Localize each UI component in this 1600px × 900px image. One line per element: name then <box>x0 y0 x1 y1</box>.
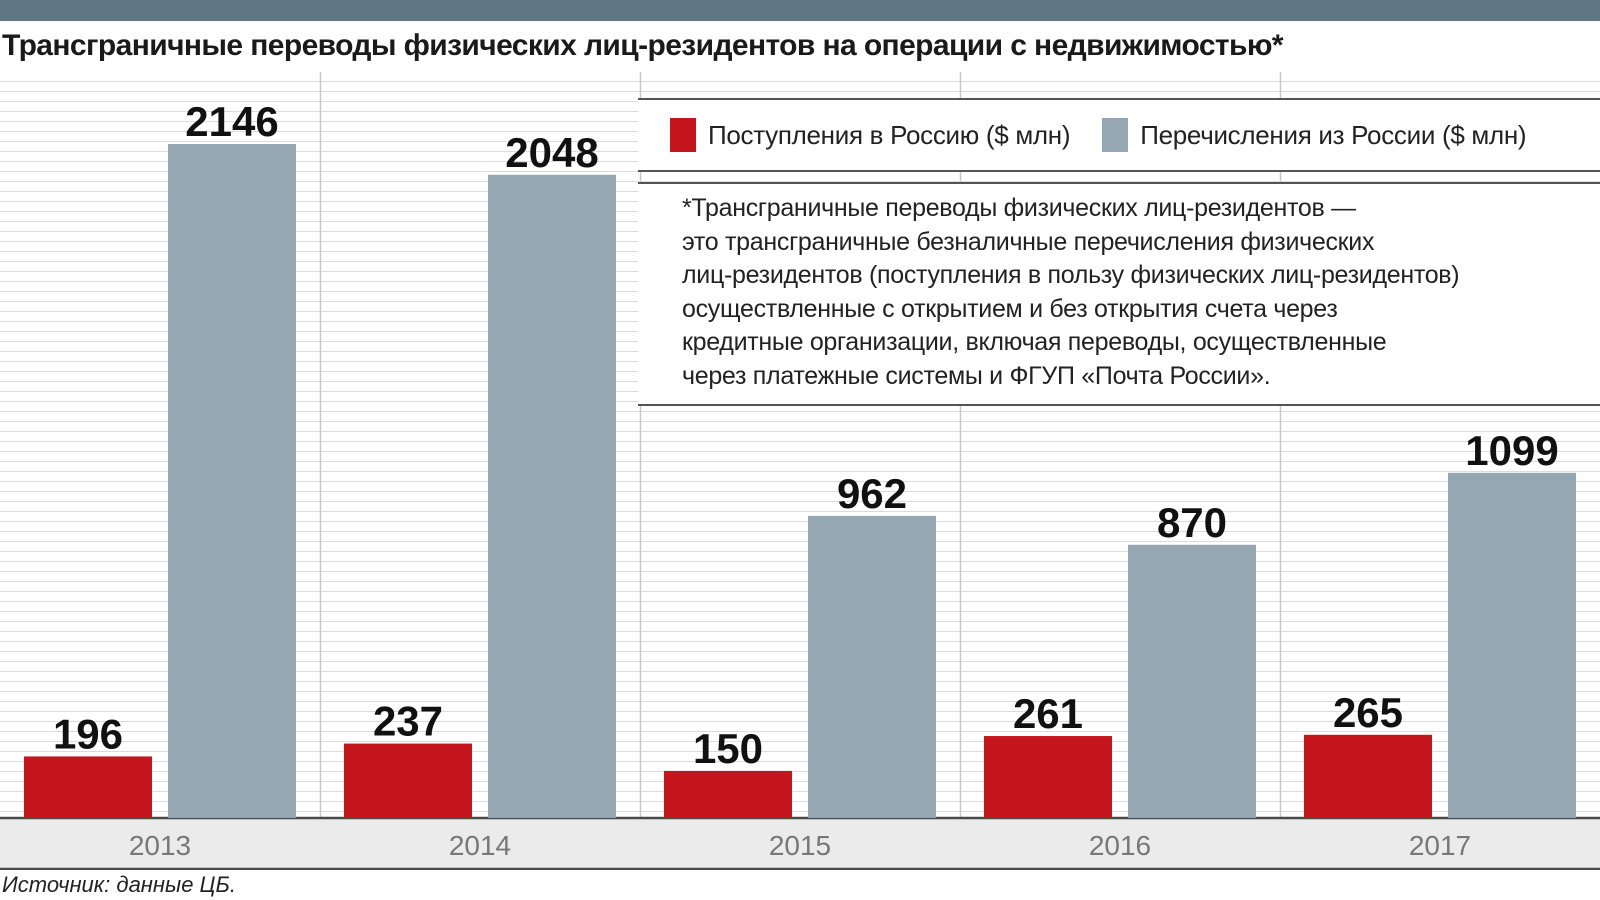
data-label: 870 <box>1157 499 1227 546</box>
bar-2014-inflow <box>344 743 472 818</box>
bar-2015-inflow <box>664 770 792 818</box>
data-label: 265 <box>1333 689 1403 736</box>
data-label: 261 <box>1013 690 1083 737</box>
bar-2017-outflow <box>1448 472 1576 818</box>
category-label: 2017 <box>1409 830 1471 861</box>
category-label: 2014 <box>449 830 511 861</box>
legend-swatch-outflow <box>1102 118 1129 152</box>
data-label: 1099 <box>1465 427 1558 474</box>
data-label: 196 <box>53 710 123 757</box>
data-label: 2146 <box>185 98 278 145</box>
bar-2016-inflow <box>984 736 1112 818</box>
legend-item-outflow: Перечисления из России ($ млн) <box>1102 118 1527 152</box>
chart-title: Трансграничные переводы физических лиц-р… <box>2 29 1284 62</box>
legend-label-outflow: Перечисления из России ($ млн) <box>1140 119 1527 150</box>
footnote-line: через платежные системы и ФГУП «Почта Ро… <box>682 361 1271 390</box>
footnote-line: кредитные организации, включая переводы,… <box>682 328 1387 356</box>
legend: Поступления в Россию ($ млн) Перечислени… <box>638 98 1600 172</box>
legend-swatch-inflow <box>670 118 696 152</box>
category-label: 2013 <box>129 830 191 861</box>
bar-2014-outflow <box>488 174 616 818</box>
data-label: 962 <box>837 470 907 517</box>
bar-2013-inflow <box>24 756 152 818</box>
category-strip <box>0 818 1600 870</box>
top-band <box>0 0 1600 21</box>
data-label: 2048 <box>505 129 598 176</box>
footnote-box: *Трансграничные переводы физических лиц-… <box>638 182 1600 406</box>
chart-area: 196 2146 2013 237 2048 2014 150 962 2015 261 870 20… <box>0 72 1600 870</box>
legend-item-inflow: Поступления в Россию ($ млн) <box>670 118 1071 152</box>
bar-2015-outflow <box>808 515 936 818</box>
footnote-line: *Трансграничные переводы физических лиц-… <box>682 194 1356 222</box>
footnote-line: осуществленные с открытием и без открыти… <box>682 294 1338 323</box>
bar-2013-outflow <box>168 144 296 818</box>
footnote-line: это трансграничные безналичные перечисле… <box>682 227 1375 256</box>
source-note: Источник: данные ЦБ. <box>2 872 236 897</box>
legend-label-inflow: Поступления в Россию ($ млн) <box>708 119 1071 150</box>
data-label: 237 <box>373 698 443 745</box>
footnote-line: лиц-резидентов (поступления в пользу физ… <box>682 261 1460 289</box>
bar-2016-outflow <box>1128 544 1256 818</box>
bar-2017-inflow <box>1304 734 1432 818</box>
category-label: 2016 <box>1089 830 1151 861</box>
data-label: 150 <box>693 725 763 772</box>
category-label: 2015 <box>769 830 831 861</box>
